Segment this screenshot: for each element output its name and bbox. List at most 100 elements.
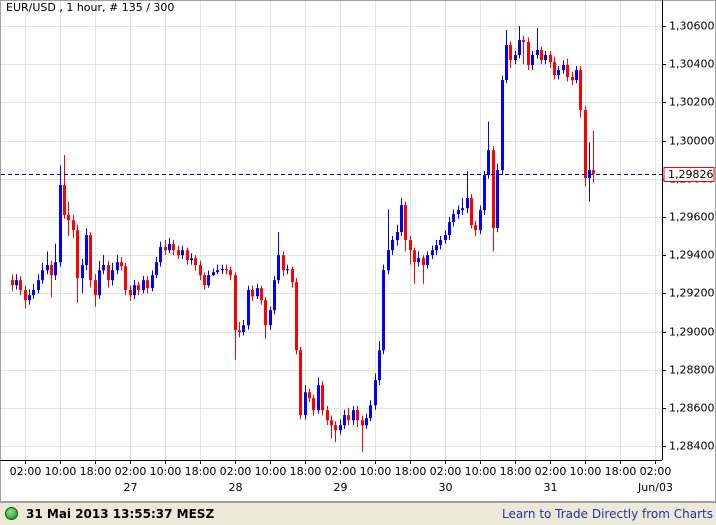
candle-body — [133, 285, 136, 296]
chart: EUR/USD , 1 hour, # 135 / 300 1,28400 1,2… — [0, 0, 716, 502]
candle-body — [352, 410, 355, 421]
candle-body — [304, 392, 307, 416]
candle-body — [238, 330, 241, 333]
candle-body — [63, 185, 66, 216]
candle-body — [273, 280, 276, 311]
candle-body — [251, 290, 254, 297]
candle-body — [50, 265, 53, 276]
y-tick-label: 1,30200 — [669, 96, 715, 109]
candle-body — [426, 255, 429, 266]
candle-body — [584, 110, 587, 179]
candle-body — [120, 262, 123, 267]
candle-body — [85, 235, 88, 266]
candle-body — [365, 418, 368, 426]
candle-body — [544, 55, 547, 61]
candle-body — [41, 270, 44, 281]
day-label: 28 — [229, 481, 243, 494]
candle-body — [571, 77, 574, 81]
candle-body — [207, 275, 210, 286]
candle-body — [67, 215, 70, 221]
x-tick-label: 18:00 — [500, 465, 532, 478]
last-price-box — [663, 167, 715, 182]
candle-body — [479, 210, 482, 231]
candle-body — [129, 290, 132, 296]
candle-body — [116, 262, 119, 271]
candle-body — [361, 420, 364, 426]
y-tick-label: 1,29200 — [669, 287, 715, 300]
y-tick-label: 1,28400 — [669, 440, 715, 453]
candle-body — [225, 269, 228, 271]
candle-body — [492, 150, 495, 229]
candle-body — [194, 258, 197, 266]
day-label: 29 — [334, 481, 348, 494]
timestamp: 31 Mai 2013 13:55:37 MESZ — [26, 507, 215, 521]
candle-body — [317, 385, 320, 411]
candle-body — [522, 39, 525, 42]
candle-body — [221, 269, 224, 271]
promo-link[interactable]: Learn to Trade Directly from Charts — [501, 507, 713, 521]
candle-body — [282, 255, 285, 271]
candle-body — [369, 405, 372, 419]
candle-body — [439, 240, 442, 246]
candle-body — [334, 425, 337, 431]
candle-body — [592, 170, 595, 174]
candle-body — [137, 285, 140, 291]
status-icon — [5, 507, 18, 520]
candle-body — [444, 235, 447, 241]
x-tick-label: 02:00 — [430, 465, 462, 478]
candle-body — [474, 225, 477, 231]
candle-body — [431, 250, 434, 256]
candle-body — [417, 258, 420, 263]
x-tick-label: 02:00 — [10, 465, 42, 478]
day-label: 27 — [124, 481, 138, 494]
candle-body — [466, 198, 469, 209]
day-label: 30 — [439, 481, 453, 494]
last-price-label: 1,29826 — [668, 168, 714, 181]
x-tick-label: 10:00 — [360, 465, 392, 478]
candle-body — [54, 262, 57, 276]
candle-body — [190, 258, 193, 261]
candle-body — [557, 70, 560, 76]
candle-body — [199, 265, 202, 276]
candle-body — [177, 250, 180, 256]
status-bar: 31 Mai 2013 13:55:37 MESZ Learn to Trade… — [0, 502, 716, 525]
candle-body — [562, 64, 565, 71]
y-tick-label: 1,28600 — [669, 402, 715, 415]
candle-body — [89, 235, 92, 281]
candle-body — [422, 258, 425, 266]
x-tick-label: 10:00 — [255, 465, 287, 478]
candles — [11, 26, 595, 452]
y-tick-label: 1,29400 — [669, 249, 715, 262]
candle-body — [409, 240, 412, 251]
candle-body — [81, 265, 84, 279]
candle-body — [549, 55, 552, 63]
candle-body — [435, 245, 438, 251]
candle-body — [146, 280, 149, 289]
y-tick-label: 1,30400 — [669, 58, 715, 71]
candle-body — [142, 280, 145, 291]
candle-body — [172, 244, 175, 251]
candle-body — [343, 415, 346, 426]
candle-body — [382, 270, 385, 351]
day-label: 31 — [544, 481, 558, 494]
candle-body — [457, 210, 460, 215]
candle-body — [216, 270, 219, 273]
candle-body — [509, 45, 512, 61]
y-tick-label: 1,29000 — [669, 326, 715, 339]
x-tick-label: 02:00 — [640, 465, 672, 478]
candle-body — [387, 250, 390, 271]
y-tick-label: 1,28800 — [669, 364, 715, 377]
candle-body — [59, 185, 62, 263]
candle-body — [347, 415, 350, 421]
candle-body — [299, 350, 302, 416]
candle-body — [277, 255, 280, 281]
candle-body — [107, 265, 110, 281]
x-tick-label: 02:00 — [115, 465, 147, 478]
candle-body — [413, 250, 416, 263]
candle-body — [247, 290, 250, 326]
candle-body — [514, 55, 517, 61]
x-tick-label: 18:00 — [185, 465, 217, 478]
candle-body — [470, 198, 473, 226]
candle-body — [536, 50, 539, 56]
